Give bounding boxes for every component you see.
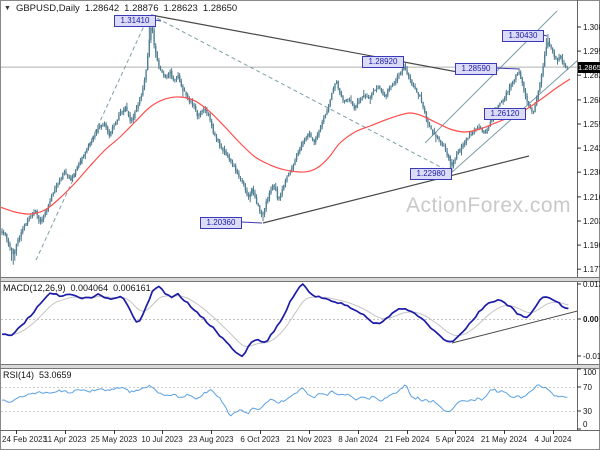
macd-axis-label: 0.00	[583, 315, 599, 324]
date-label: 6 Oct 2023	[240, 435, 280, 444]
rsi-axis-label: 30	[583, 407, 592, 416]
price-axis-label: 1.21670	[583, 192, 600, 202]
price-label-annotation[interactable]: 1.30430	[502, 30, 544, 42]
date-label: 11 Apr 2023	[43, 435, 87, 444]
quote-close: 1.28650	[202, 3, 238, 14]
rsi-indicator-label: RSI(14) 53.0659	[3, 370, 72, 380]
price-axis-label: 1.20375	[583, 216, 600, 226]
symbol-title: GBPUSD,Daily	[15, 3, 80, 14]
price-axis-label: 1.28215	[583, 71, 600, 81]
chart-title-bar: ▼ GBPUSD,Daily 1.28642 1.28876 1.28623 1…	[4, 3, 237, 14]
macd-signal-value: 0.006161	[113, 283, 151, 293]
date-label: 23 Aug 2023	[188, 435, 234, 444]
date-label: 10 Jul 2023	[141, 435, 183, 444]
watermark: ActionForex.com	[406, 194, 572, 217]
price-axis-label: 1.25590	[583, 119, 600, 129]
macd-name: MACD(12,26,9)	[3, 283, 66, 293]
price-label-annotation[interactable]: 1.20360	[200, 217, 242, 229]
macd-indicator-label: MACD(12,26,9) 0.004064 0.006161	[3, 283, 151, 293]
price-axis-label: 1.29510	[583, 47, 600, 57]
macd-axis-label: 0.013489	[583, 280, 600, 289]
date-label: 21 Feb 2024	[384, 435, 430, 444]
date-label: 25 May 2023	[90, 435, 138, 444]
rsi-axis-label: 100	[583, 368, 597, 377]
rsi-name: RSI(14)	[3, 370, 35, 380]
date-label: 24 Feb 2023	[2, 435, 47, 444]
macd-axis-label: -0.014554	[583, 352, 600, 361]
price-label-annotation[interactable]: 1.31410	[114, 15, 156, 27]
price-label-annotation[interactable]: 1.22980	[410, 168, 452, 180]
current-price-tag: 1.28650	[578, 61, 600, 73]
price-label-annotation[interactable]: 1.28590	[455, 63, 497, 75]
quote-open: 1.28642	[84, 3, 120, 14]
macd-value: 0.004064	[70, 283, 109, 293]
price-axis-label: 1.23000	[583, 168, 600, 178]
date-label: 8 Jan 2024	[338, 435, 378, 444]
rsi-axis-label: 70	[583, 383, 592, 392]
collapse-chart-icon[interactable]: ▼	[4, 5, 11, 12]
date-label: 4 Jul 2024	[534, 435, 572, 444]
quote-low: 1.28623	[163, 3, 198, 14]
rsi-axis-label: 0	[583, 420, 588, 429]
date-label: 21 May 2024	[480, 435, 528, 444]
price-axis-label: 1.17785	[583, 265, 600, 275]
price-axis-label: 1.26885	[583, 95, 600, 105]
price-axis-label: 1.19080	[583, 241, 600, 251]
price-label-annotation[interactable]: 1.28920	[362, 56, 404, 68]
rsi-value: 53.0659	[39, 370, 72, 380]
price-axis-label: 1.24295	[583, 144, 600, 154]
date-label: 21 Nov 2023	[286, 435, 332, 444]
price-axis-label: 1.30805	[583, 23, 600, 32]
date-label: 5 Apr 2024	[435, 435, 475, 444]
price-label-annotation[interactable]: 1.26120	[484, 108, 526, 120]
quote-high: 1.28876	[124, 3, 159, 14]
